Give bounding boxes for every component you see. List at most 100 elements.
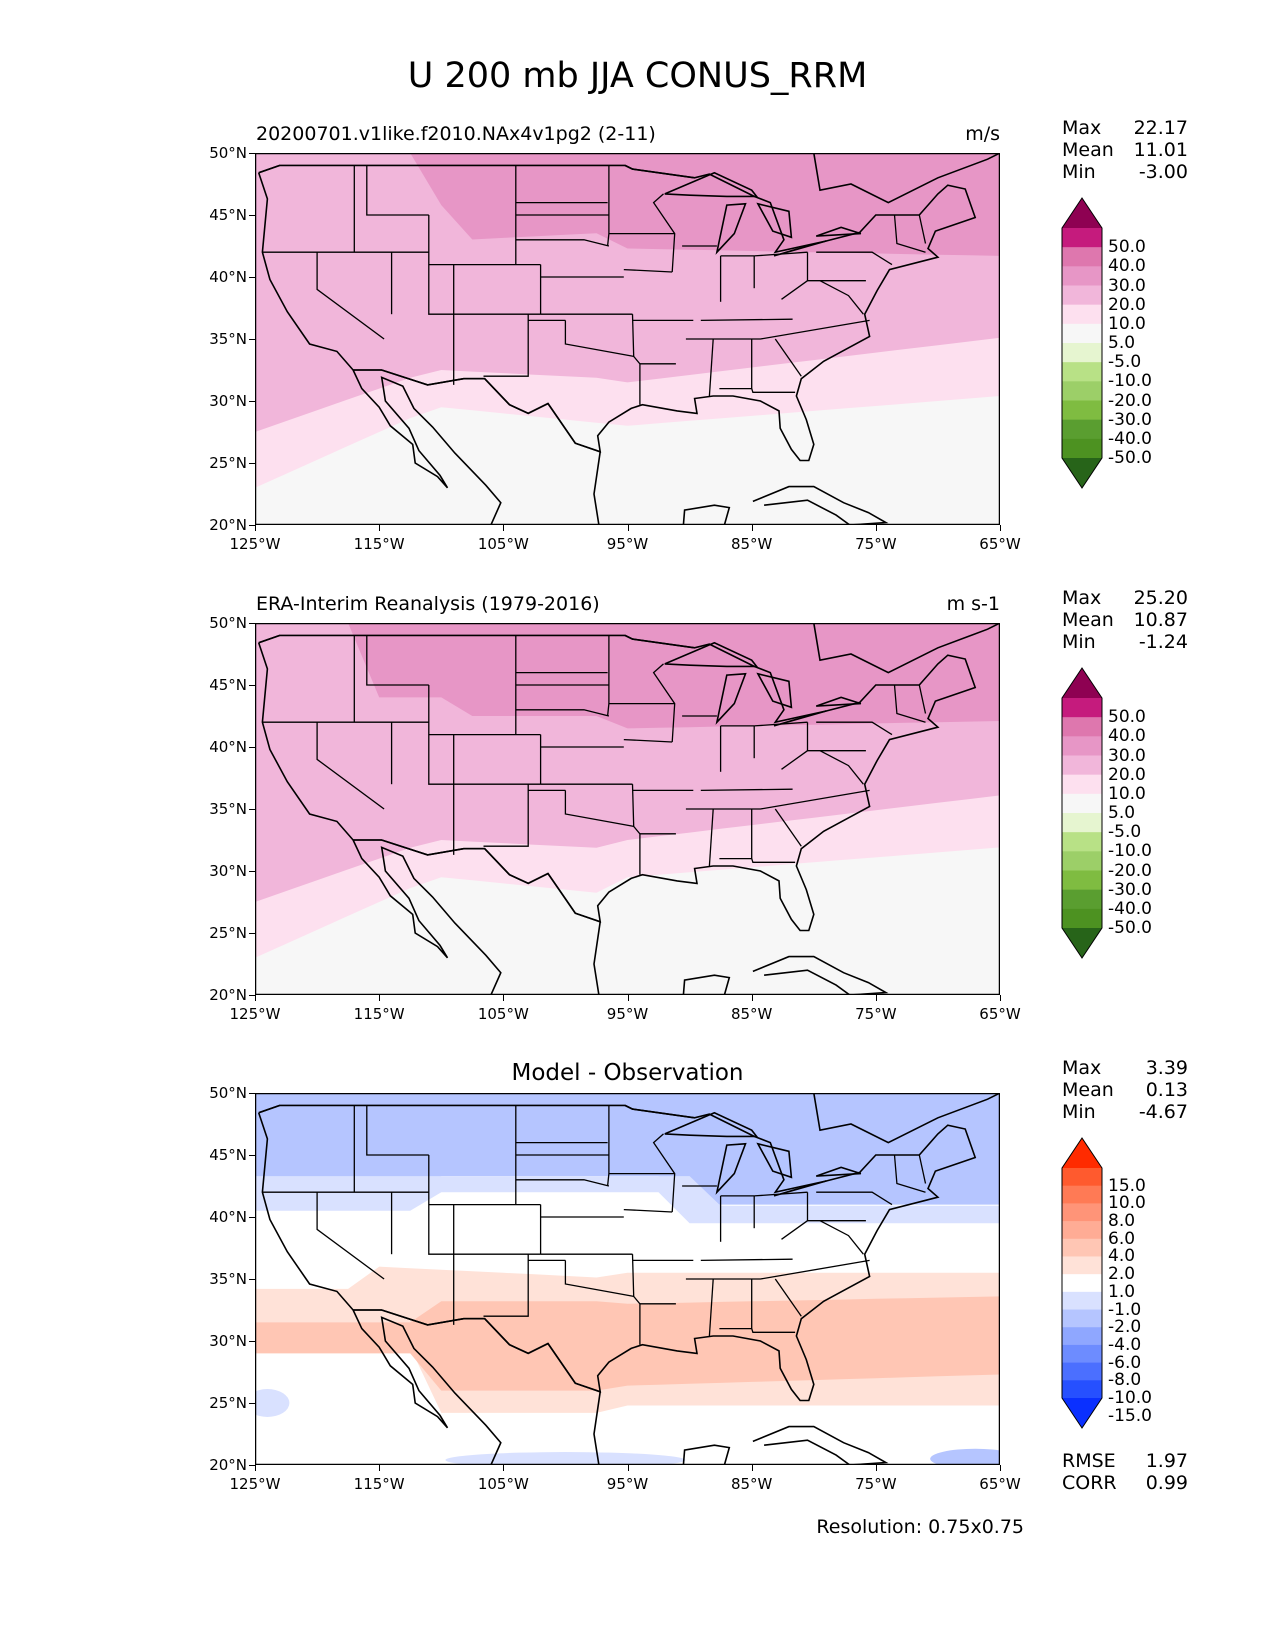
- lon-tick-label: 95°W: [606, 1475, 649, 1493]
- colorbar-label: 50.0: [1108, 707, 1146, 728]
- colorbar-segment: [1062, 813, 1102, 833]
- lat-tick-label: 20°N: [209, 516, 247, 534]
- lat-tick-mark: [249, 685, 255, 686]
- lon-tick-label: 105°W: [477, 1005, 529, 1023]
- lat-tick-mark: [249, 1465, 255, 1466]
- colorbar-segment: [1062, 1221, 1102, 1240]
- lat-tick-label: 30°N: [209, 862, 247, 880]
- colorbar-segment: [1062, 1274, 1102, 1293]
- colorbar: [1061, 197, 1103, 489]
- stat-label: Max: [1062, 1057, 1102, 1079]
- lat-tick-mark: [249, 1279, 255, 1280]
- colorbar-segment: [1062, 793, 1102, 814]
- colorbar-extend-min: [1062, 1398, 1102, 1428]
- lat-tick-mark: [249, 1403, 255, 1404]
- lon-tick-label: 125°W: [229, 1005, 281, 1023]
- lon-tick-label: 65°W: [979, 1005, 1021, 1023]
- lat-tick-label: 50°N: [209, 144, 247, 162]
- colorbar-label: 8.0: [1108, 1211, 1136, 1232]
- map-frame: [255, 1093, 1000, 1465]
- extra-stat-label: CORR: [1062, 1472, 1117, 1494]
- colorbar-label: -50.0: [1108, 448, 1152, 468]
- colorbar-segment: [1062, 870, 1102, 891]
- colorbar-segment: [1062, 1185, 1102, 1204]
- lat-tick-mark: [249, 1341, 255, 1342]
- colorbar-segment: [1062, 1344, 1102, 1364]
- stat-label: Mean: [1062, 1079, 1114, 1101]
- colorbar-label: -20.0: [1108, 860, 1152, 881]
- colorbar-label: -2.0: [1108, 1317, 1142, 1338]
- lat-tick-label: 40°N: [209, 268, 247, 286]
- lon-tick-label: 85°W: [730, 1475, 773, 1493]
- lat-tick-label: 25°N: [209, 454, 247, 472]
- lon-tick-label: 115°W: [353, 535, 405, 553]
- colorbar: [1061, 1137, 1103, 1429]
- lat-tick-mark: [249, 525, 255, 526]
- lat-tick-label: 40°N: [209, 1208, 247, 1226]
- colorbar-label: 2.0: [1108, 1264, 1136, 1285]
- colorbar-segment: [1062, 717, 1102, 737]
- stat-value: 3.39: [1145, 1057, 1188, 1079]
- colorbar-segment: [1062, 832, 1102, 852]
- lon-tick-mark: [627, 995, 629, 1001]
- colorbar-label: -6.0: [1108, 1352, 1142, 1373]
- lon-tick-label: 125°W: [229, 535, 281, 553]
- colorbar-label: 5.0: [1108, 803, 1136, 823]
- extra-stat-value: 1.97: [1145, 1450, 1188, 1472]
- colorbar-label: -5.0: [1108, 822, 1142, 843]
- colorbar-label: -15.0: [1108, 1405, 1152, 1426]
- colorbar-label: 5.0: [1108, 333, 1136, 353]
- stat-value: 0.13: [1145, 1079, 1188, 1101]
- lat-tick-label: 30°N: [209, 392, 247, 410]
- colorbar-segment: [1062, 736, 1102, 756]
- colorbar-label: 30.0: [1108, 745, 1146, 766]
- lon-tick-label: 95°W: [606, 1005, 649, 1023]
- colorbar-label: 20.0: [1108, 294, 1146, 315]
- stat-label: Max: [1062, 117, 1102, 139]
- colorbar-segment: [1062, 1309, 1102, 1328]
- lon-tick-mark: [751, 995, 753, 1001]
- colorbar-segment: [1062, 343, 1102, 363]
- lon-tick-mark: [1000, 525, 1001, 531]
- lon-tick-label: 125°W: [229, 1475, 281, 1493]
- figure-title: U 200 mb JJA CONUS_RRM: [407, 56, 868, 96]
- stat-value: -3.00: [1138, 161, 1188, 183]
- lat-tick-mark: [249, 1155, 255, 1156]
- lat-tick-label: 45°N: [209, 1146, 247, 1164]
- colorbar-segment: [1062, 1291, 1102, 1311]
- lon-tick-mark: [379, 995, 381, 1001]
- colorbar-label: 10.0: [1108, 783, 1146, 804]
- colorbar-segment: [1062, 908, 1102, 929]
- lon-tick-mark: [255, 995, 256, 1001]
- coastlines-and-borders: [257, 623, 1000, 995]
- colorbar-segment: [1062, 304, 1102, 325]
- lat-tick-mark: [249, 871, 255, 872]
- extra-stat-value: 0.99: [1145, 1472, 1188, 1494]
- colorbar-label: 10.0: [1108, 1193, 1146, 1214]
- colorbar-label: 50.0: [1108, 237, 1146, 258]
- colorbar-extend-max: [1062, 1138, 1102, 1168]
- lon-tick-mark: [255, 525, 256, 531]
- lat-tick-label: 20°N: [209, 986, 247, 1004]
- colorbar-segment: [1062, 755, 1102, 776]
- map-frame: [255, 623, 1000, 995]
- colorbar-segment: [1062, 1362, 1102, 1381]
- lat-tick-mark: [249, 747, 255, 748]
- colorbar-extend-max: [1062, 668, 1102, 698]
- panel-title: 20200701.v1like.f2010.NAx4v1pg2 (2-11): [256, 123, 656, 145]
- stat-label: Mean: [1062, 139, 1114, 161]
- colorbar-segment: [1062, 774, 1102, 795]
- panel-units: m/s: [965, 123, 1000, 145]
- colorbar-segment: [1062, 438, 1102, 459]
- lat-tick-label: 25°N: [209, 924, 247, 942]
- colorbar-label: -20.0: [1108, 390, 1152, 411]
- coastlines-and-borders: [257, 153, 1000, 525]
- lon-tick-mark: [875, 995, 877, 1001]
- lat-tick-label: 45°N: [209, 676, 247, 694]
- lat-tick-mark: [249, 277, 255, 278]
- lon-tick-label: 85°W: [730, 535, 773, 553]
- lat-tick-label: 45°N: [209, 206, 247, 224]
- lat-tick-mark: [249, 933, 255, 934]
- lat-tick-label: 25°N: [209, 1394, 247, 1412]
- colorbar-label: -50.0: [1108, 918, 1152, 938]
